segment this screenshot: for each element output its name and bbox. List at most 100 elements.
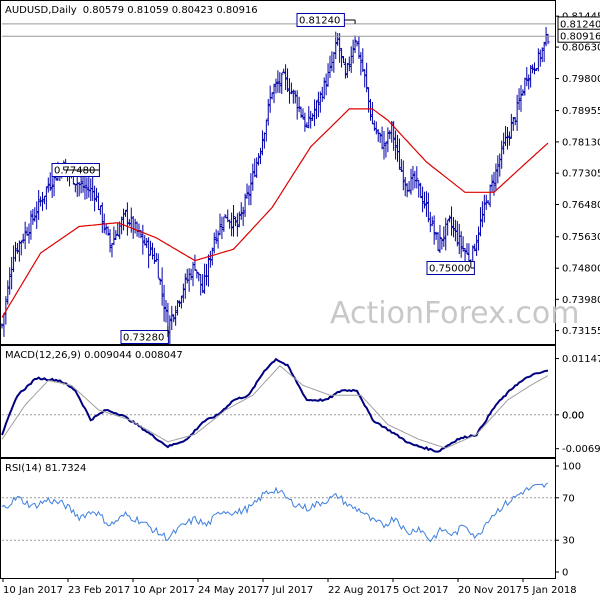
ohlc-bar bbox=[326, 63, 330, 87]
ohlc-bar bbox=[403, 176, 407, 197]
ohlc-bar bbox=[141, 224, 145, 255]
ohlc-bar bbox=[503, 126, 508, 147]
ohlc-bar bbox=[106, 226, 110, 236]
ohlc-bar bbox=[156, 253, 160, 279]
ohlc-bar bbox=[135, 221, 139, 237]
price-axis: 0.814450.806300.798000.789550.781300.773… bbox=[2, 12, 600, 337]
ohlc-bar bbox=[177, 300, 182, 308]
ohlc-bar bbox=[475, 235, 479, 256]
ohlc-bar bbox=[353, 35, 357, 53]
moving-average-layer bbox=[1, 108, 549, 318]
ohlc-bar bbox=[388, 130, 392, 140]
time-tick-label: 24 May 2017 bbox=[198, 585, 263, 596]
ohlc-bar bbox=[494, 163, 498, 191]
ohlc-bar bbox=[116, 223, 120, 236]
ohlc-bar bbox=[525, 67, 529, 87]
price-tick-label: 0.73155 bbox=[562, 326, 600, 337]
annotation-low-0-73280: 0.73280 bbox=[120, 325, 169, 344]
rsi-panel-frame bbox=[0, 458, 556, 579]
ohlc-bar bbox=[148, 240, 153, 256]
ohlc-bar bbox=[231, 205, 236, 237]
ohlc-bar bbox=[476, 226, 481, 251]
ohlc-bar bbox=[303, 112, 307, 132]
macd-zero-label: 0.00 bbox=[562, 410, 584, 421]
ohlc-bar bbox=[94, 187, 99, 202]
ohlc-bar bbox=[478, 207, 483, 237]
annotation-low-0-75000: 0.75000 bbox=[426, 260, 475, 275]
time-tick-label: 10 Jan 2017 bbox=[3, 585, 63, 596]
ohlc-bar bbox=[42, 195, 47, 205]
price-tick-label: 0.77305 bbox=[562, 169, 600, 180]
ohlc-bar bbox=[309, 110, 313, 129]
ohlc-bar bbox=[417, 180, 421, 198]
ohlc-bar bbox=[260, 130, 265, 156]
ohlc-bar bbox=[237, 211, 241, 228]
ohlc-bar bbox=[324, 73, 328, 96]
ohlc-bar bbox=[197, 272, 201, 282]
ohlc-bar bbox=[432, 215, 436, 245]
time-axis: 10 Jan 2017 23 Feb 2017 10 Apr 2017 24 May … bbox=[2, 578, 577, 596]
ohlc-bar bbox=[152, 247, 157, 265]
ohlc-bar bbox=[143, 235, 147, 246]
rsi-tick-label: 30 bbox=[562, 536, 575, 547]
ohlc-bar bbox=[87, 176, 91, 198]
ohlc-bar bbox=[322, 77, 326, 100]
ohlc-bar bbox=[96, 192, 101, 211]
ohlc-bar bbox=[29, 210, 33, 240]
ohlc-bar bbox=[430, 216, 434, 227]
ohlc-bar bbox=[206, 254, 211, 287]
ohlc-bar bbox=[368, 98, 373, 121]
macd-line bbox=[1, 357, 549, 453]
ohlc-bar bbox=[312, 99, 317, 126]
ohlc-bar bbox=[530, 64, 535, 74]
ohlc-bar bbox=[160, 267, 164, 306]
ohlc-bar bbox=[546, 33, 550, 45]
ohlc-bar bbox=[405, 183, 409, 198]
time-tick-label: 10 Apr 2017 bbox=[133, 585, 195, 596]
ohlc-bar bbox=[13, 241, 18, 262]
ohlc-bar bbox=[199, 274, 203, 296]
svg-text:0.81240: 0.81240 bbox=[299, 16, 340, 27]
ohlc-bar bbox=[295, 90, 299, 120]
ohlc-bar bbox=[133, 218, 137, 234]
ohlc-bar bbox=[509, 113, 513, 139]
ohlc-bar bbox=[91, 176, 95, 201]
ohlc-bar bbox=[181, 283, 185, 303]
ohlc-bar bbox=[357, 35, 361, 59]
price-tick-label: 0.73980 bbox=[562, 295, 600, 306]
time-tick-label: 22 Aug 2017 bbox=[328, 585, 392, 596]
ohlc-bar bbox=[120, 216, 124, 235]
ohlc-bar bbox=[513, 117, 517, 126]
ohlc-bar bbox=[17, 240, 21, 262]
ohlc-bar bbox=[440, 238, 444, 250]
price-tick-label: 0.76480 bbox=[562, 200, 600, 211]
ohlc-bar bbox=[287, 78, 292, 104]
ohlc-bar bbox=[233, 216, 238, 227]
ohlc-bar bbox=[359, 52, 363, 76]
ohlc-bar bbox=[395, 134, 400, 162]
ohlc-bar bbox=[123, 209, 128, 217]
ohlc-bar bbox=[147, 237, 151, 269]
ohlc-bar bbox=[314, 100, 319, 120]
ohlc-bar bbox=[502, 132, 506, 155]
ohlc-bar bbox=[297, 96, 301, 113]
ohlc-bar bbox=[420, 186, 425, 213]
ohlc-bar bbox=[328, 55, 332, 78]
ohlc-bar bbox=[301, 108, 305, 120]
ohlc-bar bbox=[521, 89, 525, 96]
ohlc-bar bbox=[320, 86, 324, 103]
ohlc-bar bbox=[255, 157, 259, 178]
price-annotations: 0.77480 0.73280 0.81240 0.75000 bbox=[51, 13, 475, 344]
ohlc-bar bbox=[442, 226, 446, 247]
symbol-title: AUDUSD,Daily 0.80579 0.81059 0.80423 0.80… bbox=[5, 5, 258, 16]
ohlc-bar bbox=[268, 85, 272, 113]
ohlc-bar bbox=[426, 192, 430, 223]
ohlc-bar bbox=[280, 72, 284, 95]
ohlc-bar bbox=[527, 74, 531, 90]
ohlc-bar bbox=[285, 68, 290, 93]
ohlc-bar bbox=[305, 122, 309, 128]
ohlc-bar bbox=[486, 200, 490, 204]
rsi-tick-label: 70 bbox=[562, 493, 575, 504]
ohlc-bar bbox=[222, 216, 226, 232]
ohlc-bar bbox=[409, 168, 413, 195]
